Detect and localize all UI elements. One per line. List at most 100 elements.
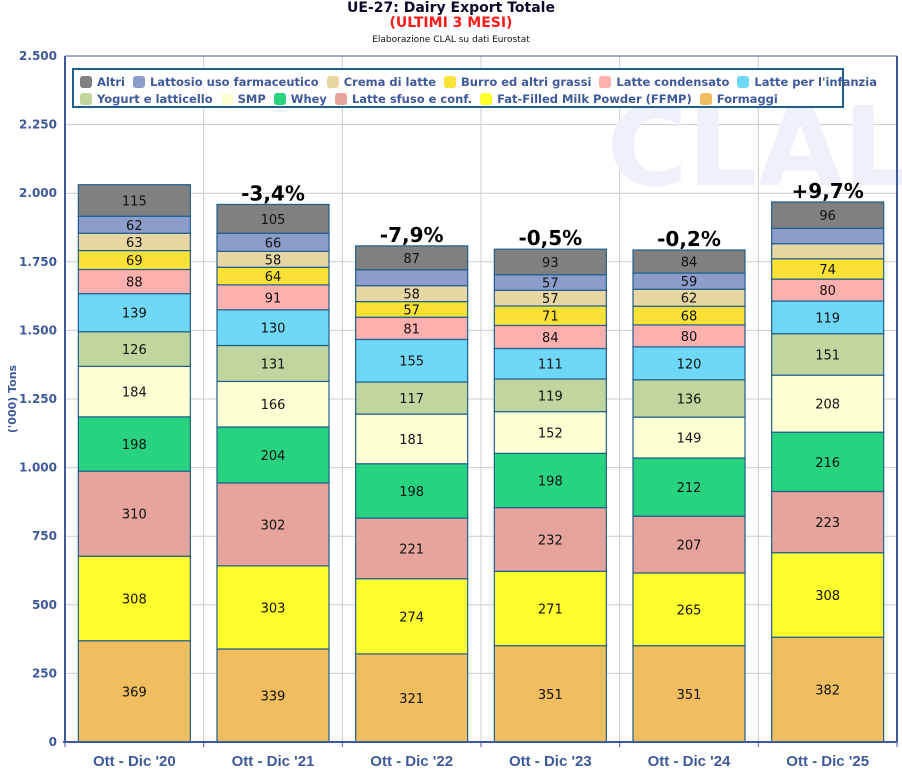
segment-label: 274 bbox=[399, 610, 424, 625]
segment-label: 184 bbox=[122, 386, 147, 401]
segment-label: 91 bbox=[265, 291, 282, 306]
segment-label: 308 bbox=[122, 592, 147, 607]
segment-label: 302 bbox=[261, 518, 286, 533]
legend-swatch bbox=[221, 93, 233, 105]
segment-label: 207 bbox=[677, 539, 702, 554]
change-percent-label: -0,2% bbox=[657, 227, 721, 251]
segment-label: 93 bbox=[542, 256, 559, 271]
legend-swatch bbox=[480, 93, 492, 105]
bar-segment bbox=[356, 270, 468, 286]
segment-label: 155 bbox=[399, 355, 424, 370]
x-tick-label: Ott - Dic '23 bbox=[509, 753, 592, 769]
legend-item[interactable]: Yogurt e latticello bbox=[80, 92, 213, 106]
legend-item[interactable]: Lattosio uso farmaceutico bbox=[133, 75, 319, 89]
legend-label: Latte sfuso e conf. bbox=[352, 92, 472, 106]
change-percent-label: -7,9% bbox=[380, 223, 444, 247]
segment-label: 62 bbox=[681, 292, 698, 307]
legend-item[interactable]: Latte sfuso e conf. bbox=[335, 92, 472, 106]
legend-item[interactable]: Latte condensato bbox=[599, 75, 729, 89]
legend-label: Whey bbox=[291, 92, 327, 106]
y-tick-label: 0 bbox=[49, 735, 57, 749]
y-tick-label: 2.500 bbox=[19, 49, 57, 63]
legend-label: Burro ed altri grassi bbox=[461, 75, 591, 89]
legend-item[interactable]: Fat-Filled Milk Powder (FFMP) bbox=[480, 92, 692, 106]
x-tick-label: Ott - Dic '22 bbox=[370, 753, 453, 769]
legend-swatch bbox=[133, 76, 145, 88]
change-percent-label: +9,7% bbox=[792, 179, 864, 203]
legend-swatch bbox=[80, 76, 92, 88]
legend-swatch bbox=[737, 76, 749, 88]
legend-label: Lattosio uso farmaceutico bbox=[150, 75, 319, 89]
segment-label: 69 bbox=[126, 254, 143, 269]
segment-label: 271 bbox=[538, 603, 563, 618]
segment-label: 84 bbox=[681, 256, 698, 271]
legend-item[interactable]: Whey bbox=[274, 92, 327, 106]
bar-stack: 351 265 207 212 149 136 120 80 68 62 59 84 bbox=[633, 250, 745, 742]
segment-label: 119 bbox=[538, 389, 563, 404]
change-percent-label: -3,4% bbox=[241, 181, 305, 205]
y-tick-labels: 02505007501.0001.2501.5001.7502.0002.250… bbox=[19, 49, 57, 749]
segment-label: 66 bbox=[265, 236, 282, 251]
legend-label: Yogurt e latticello bbox=[97, 92, 213, 106]
segment-label: 64 bbox=[265, 270, 282, 285]
legend-swatch bbox=[80, 93, 92, 105]
segment-label: 204 bbox=[261, 449, 286, 464]
segment-label: 310 bbox=[122, 508, 147, 523]
legend-item[interactable]: Formaggi bbox=[700, 92, 778, 106]
y-tick-label: 2.000 bbox=[19, 186, 57, 200]
y-tick-label: 500 bbox=[32, 598, 57, 612]
y-tick-label: 250 bbox=[32, 666, 57, 680]
segment-label: 115 bbox=[122, 194, 147, 209]
segment-label: 96 bbox=[819, 209, 836, 224]
legend-swatch bbox=[700, 93, 712, 105]
change-percent-label: -0,5% bbox=[518, 226, 582, 250]
legend-item[interactable]: Crema di latte bbox=[327, 75, 436, 89]
segment-label: 120 bbox=[677, 357, 702, 372]
segment-label: 382 bbox=[815, 684, 840, 699]
segment-label: 321 bbox=[399, 692, 424, 707]
segment-label: 80 bbox=[819, 284, 836, 299]
legend-label: Latte condensato bbox=[616, 75, 729, 89]
x-tick-label: Ott - Dic '20 bbox=[93, 753, 176, 769]
segment-label: 131 bbox=[261, 357, 286, 372]
segment-label: 88 bbox=[126, 276, 143, 291]
segment-label: 111 bbox=[538, 358, 563, 373]
legend-item[interactable]: Latte per l'infanzia bbox=[737, 75, 877, 89]
segment-label: 119 bbox=[815, 311, 840, 326]
segment-label: 59 bbox=[681, 275, 698, 290]
legend-item[interactable]: SMP bbox=[221, 92, 266, 106]
segment-label: 181 bbox=[399, 433, 424, 448]
segment-label: 198 bbox=[122, 438, 147, 453]
bar-stack: 382 308 223 216 208 151 119 80 74 96 bbox=[772, 202, 884, 742]
x-tick-label: Ott - Dic '24 bbox=[648, 753, 731, 769]
y-tick-label: 1.500 bbox=[19, 323, 57, 337]
segment-label: 216 bbox=[815, 456, 840, 471]
bar-stack: 33930330220416613113091645866105 bbox=[217, 204, 329, 742]
segment-label: 57 bbox=[403, 303, 420, 318]
segment-label: 63 bbox=[126, 236, 143, 251]
x-tick-label: Ott - Dic '25 bbox=[786, 753, 869, 769]
segment-label: 68 bbox=[681, 310, 698, 325]
bar-stack: 3512712321981521191118471575793 bbox=[494, 249, 606, 742]
segment-label: 232 bbox=[538, 533, 563, 548]
segment-label: 308 bbox=[815, 589, 840, 604]
segment-label: 139 bbox=[122, 307, 147, 322]
segment-label: 57 bbox=[542, 277, 559, 292]
segment-label: 71 bbox=[542, 310, 559, 325]
segment-label: 369 bbox=[122, 685, 147, 700]
segment-label: 87 bbox=[403, 252, 420, 267]
segment-label: 117 bbox=[399, 392, 424, 407]
x-tick-labels: Ott - Dic '20 Ott - Dic '21 Ott - Dic '22 O… bbox=[93, 753, 869, 769]
segment-label: 62 bbox=[126, 219, 143, 234]
legend-swatch bbox=[327, 76, 339, 88]
legend-item[interactable]: Burro ed altri grassi bbox=[444, 75, 591, 89]
bar-segment bbox=[772, 228, 884, 243]
legend-item[interactable]: Altri bbox=[80, 75, 125, 89]
legend-swatch bbox=[335, 93, 347, 105]
bar-stack: 36930831019818412613988696362115 bbox=[78, 185, 190, 742]
segment-label: 136 bbox=[677, 392, 702, 407]
segment-label: 149 bbox=[677, 432, 702, 447]
segment-label: 57 bbox=[542, 292, 559, 307]
segment-label: 303 bbox=[261, 601, 286, 616]
